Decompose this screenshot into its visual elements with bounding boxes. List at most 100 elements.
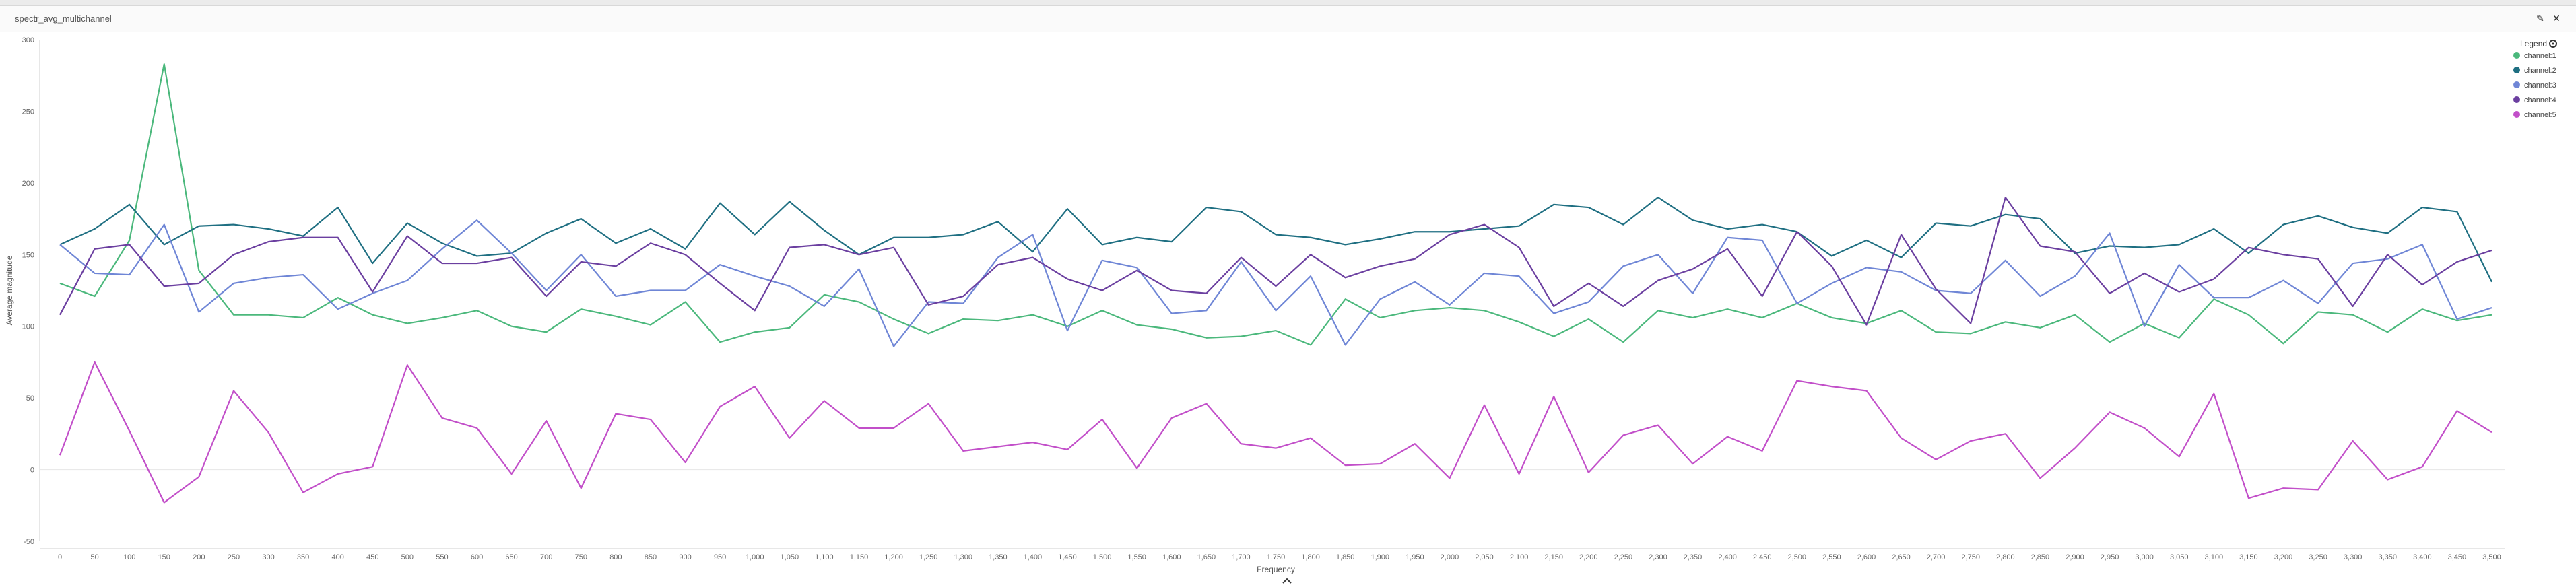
x-tick-label: 1,350 <box>989 553 1008 561</box>
x-tick-label: 1,900 <box>1370 553 1389 561</box>
x-tick-label: 1,050 <box>781 553 799 561</box>
x-tick-label: 250 <box>228 553 240 561</box>
x-tick-label: 3,000 <box>2135 553 2154 561</box>
x-tick-label: 2,450 <box>1753 553 1772 561</box>
x-tick-label: 2,150 <box>1544 553 1563 561</box>
y-tick-label: -50 <box>24 538 34 546</box>
x-tick-label: 900 <box>679 553 691 561</box>
x-tick-label: 300 <box>262 553 274 561</box>
x-tick-label: 950 <box>714 553 726 561</box>
x-tick-label: 2,750 <box>1961 553 1980 561</box>
x-tick-label: 1,400 <box>1024 553 1043 561</box>
x-tick-label: 2,100 <box>1510 553 1529 561</box>
x-tick-label: 3,350 <box>2378 553 2397 561</box>
x-tick-label: 1,700 <box>1232 553 1251 561</box>
y-tick-label: 200 <box>22 180 34 188</box>
x-tick-label: 2,900 <box>2066 553 2084 561</box>
x-tick-label: 100 <box>123 553 135 561</box>
x-tick-label: 850 <box>645 553 657 561</box>
x-tick-label: 2,500 <box>1788 553 1807 561</box>
x-tick-label: 2,550 <box>1822 553 1841 561</box>
x-tick-label: 2,700 <box>1927 553 1946 561</box>
x-tick-label: 1,800 <box>1301 553 1320 561</box>
series-line-channel-1 <box>59 63 2492 346</box>
legend-title: Legend <box>2520 39 2547 48</box>
x-tick-label: 3,200 <box>2274 553 2293 561</box>
series-line-channel-2 <box>59 197 2492 283</box>
x-tick-label: 3,100 <box>2205 553 2224 561</box>
chart-axes: -50 0 50 100 150 200 250 300 0 50 100 150 200 250 300 3… <box>22 36 2505 561</box>
x-tick-label: 2,800 <box>1996 553 2015 561</box>
close-icon[interactable]: ✕ <box>2552 13 2561 24</box>
y-tick-label: 0 <box>30 467 34 475</box>
x-tick-label: 1,750 <box>1267 553 1286 561</box>
legend-swatch <box>2513 81 2520 88</box>
y-tick-label: 50 <box>26 394 34 403</box>
chart-panel: spectr_avg_multichannel ✎ ✕ -50 0 50 100 150… <box>0 5 2576 587</box>
x-tick-label: 0 <box>58 553 62 561</box>
y-tick-label: 150 <box>22 251 34 259</box>
x-tick-label: 3,050 <box>2170 553 2189 561</box>
x-tick-label: 3,300 <box>2344 553 2363 561</box>
x-tick-label: 2,400 <box>1718 553 1737 561</box>
x-tick-label: 2,950 <box>2101 553 2119 561</box>
x-tick-label: 3,150 <box>2239 553 2258 561</box>
gear-icon[interactable] <box>2549 40 2557 48</box>
legend-item-label: channel:2 <box>2524 67 2556 75</box>
y-tick-label: 300 <box>22 36 34 44</box>
x-tick-label: 1,500 <box>1093 553 1112 561</box>
x-tick-label: 2,200 <box>1579 553 1598 561</box>
legend-item-label: channel:3 <box>2524 81 2556 90</box>
pencil-icon[interactable]: ✎ <box>2536 13 2544 24</box>
x-tick-label: 2,650 <box>1892 553 1911 561</box>
series-line-channel-5 <box>59 361 2492 504</box>
x-tick-label: 800 <box>609 553 622 561</box>
x-tick-label: 3,250 <box>2309 553 2327 561</box>
series-layer <box>59 63 2492 504</box>
x-tick-label: 2,300 <box>1649 553 1667 561</box>
series-line-channel-3 <box>59 219 2492 347</box>
legend: Legend channel:1 channel:2 channel:3 channel… <box>2513 39 2557 119</box>
x-tick-label: 350 <box>297 553 309 561</box>
x-tick-label: 1,000 <box>746 553 764 561</box>
x-tick-label: 1,850 <box>1336 553 1355 561</box>
x-axis-title: Frequency <box>1257 565 1295 574</box>
x-tick-label: 50 <box>90 553 98 561</box>
x-tick-label: 200 <box>193 553 205 561</box>
legend-swatch <box>2513 96 2520 103</box>
x-tick-label: 2,600 <box>1857 553 1876 561</box>
x-tick-label: 2,350 <box>1684 553 1703 561</box>
y-tick-label: 250 <box>22 108 34 116</box>
x-tick-label: 2,850 <box>2031 553 2050 561</box>
x-tick-label: 1,250 <box>919 553 938 561</box>
x-tick-label: 3,400 <box>2413 553 2432 561</box>
series-line-channel-4 <box>59 197 2492 326</box>
x-tick-label: 750 <box>575 553 587 561</box>
x-tick-label: 1,550 <box>1127 553 1146 561</box>
chevron-up-icon[interactable] <box>1282 578 1292 584</box>
x-tick-label: 2,000 <box>1441 553 1459 561</box>
x-tick-label: 1,200 <box>884 553 903 561</box>
x-tick-label: 500 <box>401 553 414 561</box>
x-tick-label: 1,600 <box>1162 553 1181 561</box>
x-tick-label: 1,100 <box>815 553 834 561</box>
panel-title: spectr_avg_multichannel <box>15 13 112 24</box>
panel-header: spectr_avg_multichannel ✎ ✕ <box>0 6 2576 32</box>
x-tick-label: 450 <box>366 553 378 561</box>
legend-item-label: channel:4 <box>2524 96 2556 104</box>
x-tick-label: 3,500 <box>2482 553 2501 561</box>
x-tick-label: 550 <box>436 553 448 561</box>
x-tick-label: 1,650 <box>1197 553 1216 561</box>
x-tick-label: 150 <box>158 553 170 561</box>
legend-item-label: channel:5 <box>2524 111 2556 119</box>
x-tick-label: 1,300 <box>954 553 972 561</box>
y-axis-title: Average magnitude <box>5 255 14 325</box>
legend-swatch <box>2513 111 2520 118</box>
line-chart: -50 0 50 100 150 200 250 300 0 50 100 150 200 250 300 3… <box>5 36 2557 584</box>
legend-swatch <box>2513 52 2520 59</box>
x-tick-label: 600 <box>471 553 483 561</box>
x-tick-label: 700 <box>540 553 552 561</box>
legend-item-label: channel:1 <box>2524 52 2556 60</box>
y-tick-label: 100 <box>22 323 34 331</box>
x-tick-label: 2,250 <box>1614 553 1633 561</box>
